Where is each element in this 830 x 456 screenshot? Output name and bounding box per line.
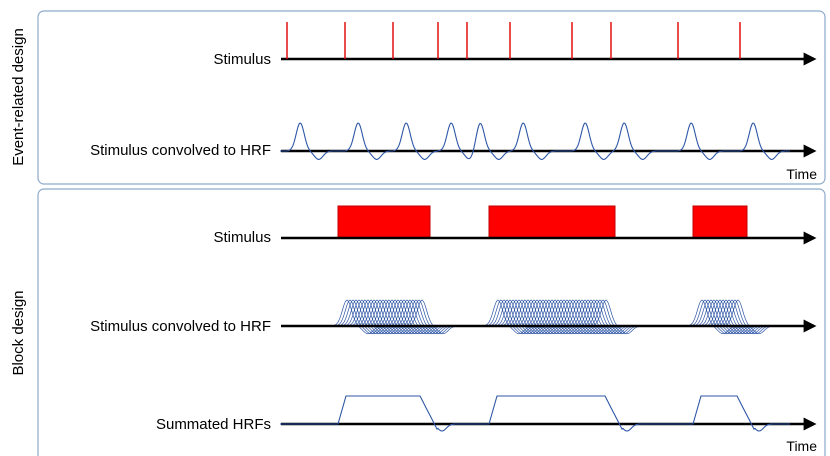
convolved-hrf-trace (388, 299, 439, 335)
convolved-hrf-trace (722, 299, 773, 335)
convolved-hrf-trace (385, 299, 436, 335)
convolved-hrf-trace (331, 299, 382, 335)
convolved-hrf-trace (373, 299, 424, 335)
block-panel-frame (37, 188, 826, 456)
convolved-hrf-trace (719, 299, 770, 335)
convolved-hrf-trace (343, 299, 394, 335)
block-panel-label: Block design (10, 290, 27, 375)
convolved-hrf-trace (391, 299, 442, 335)
convolved-hrf-trace (575, 299, 626, 335)
event-panel-frame (37, 10, 826, 185)
event-stimulus-label: Stimulus (213, 51, 271, 68)
convolved-hrf-trace (536, 299, 587, 335)
convolved-hrf-trace (349, 299, 400, 335)
convolved-hrf-trace (542, 299, 593, 335)
convolved-hrf-trace (497, 299, 548, 335)
convolved-hrf-trace (515, 299, 566, 335)
convolved-hrf-trace (527, 299, 578, 335)
event-related-panel: Event-related design Stimulus Stimulus c… (10, 10, 826, 185)
convolved-hrf-trace (701, 299, 752, 335)
convolved-hrf-trace (340, 299, 391, 335)
convolved-hrf-trace (563, 299, 614, 335)
convolved-hrf-trace (503, 299, 554, 335)
convolved-hrf-trace (403, 299, 454, 335)
convolved-hrf-trace (334, 299, 385, 335)
block-convolved-label: Stimulus convolved to HRF (90, 318, 271, 335)
convolved-hrf-trace (554, 299, 605, 335)
stimulus-block (692, 205, 748, 239)
convolved-hrf-trace (560, 299, 611, 335)
event-hrf-curve (280, 122, 790, 160)
convolved-hrf-trace (524, 299, 575, 335)
convolved-hrf-trace (355, 299, 406, 335)
convolved-hrf-trace (361, 299, 412, 335)
convolved-hrf-trace (346, 299, 397, 335)
convolved-hrf-trace (406, 299, 457, 335)
convolved-hrf-trace (394, 299, 445, 335)
convolved-hrf-trace (587, 299, 638, 335)
convolved-hrf-trace (539, 299, 590, 335)
event-stimulus-spikes (286, 22, 741, 59)
convolved-hrf-trace (518, 299, 569, 335)
event-panel-label: Event-related design (10, 28, 27, 166)
convolved-hrf-trace (704, 299, 755, 335)
convolved-hrf-trace (506, 299, 557, 335)
convolved-hrf-trace (548, 299, 599, 335)
block-design-panel: Block design Stimulus Stimulus convolved… (10, 188, 826, 456)
event-convolved-label: Stimulus convolved to HRF (90, 142, 271, 159)
summated-hrf-curve (280, 395, 790, 432)
convolved-hrf-trace (698, 299, 749, 335)
convolved-hrf-trace (485, 299, 536, 335)
convolved-hrf-trace (569, 299, 620, 335)
convolved-hrf-trace (488, 299, 539, 335)
convolved-hrf-trace (707, 299, 758, 335)
convolved-hrf-trace (557, 299, 608, 335)
convolved-hrf-trace (509, 299, 560, 335)
block-stimulus-label: Stimulus (213, 229, 271, 246)
convolved-hrf-trace (370, 299, 421, 335)
convolved-hrf-trace (545, 299, 596, 335)
convolved-hrf-trace (566, 299, 617, 335)
convolved-hrf-trace (710, 299, 761, 335)
block-convolved-hrf-bundles (331, 299, 773, 335)
convolved-hrf-trace (337, 299, 388, 335)
block-time-label: Time (786, 438, 817, 454)
convolved-hrf-trace (551, 299, 602, 335)
convolved-hrf-trace (364, 299, 415, 335)
convolved-hrf-trace (358, 299, 409, 335)
convolved-hrf-trace (376, 299, 427, 335)
convolved-hrf-trace (400, 299, 451, 335)
convolved-hrf-trace (521, 299, 572, 335)
convolved-hrf-trace (716, 299, 767, 335)
convolved-hrf-trace (584, 299, 635, 335)
convolved-hrf-trace (530, 299, 581, 335)
convolved-hrf-trace (581, 299, 632, 335)
convolved-hrf-trace (500, 299, 551, 335)
convolved-hrf-trace (689, 299, 740, 335)
convolved-hrf-trace (397, 299, 448, 335)
convolved-hrf-trace (533, 299, 584, 335)
convolved-hrf-trace (482, 299, 533, 335)
block-summated-label: Summated HRFs (156, 416, 271, 433)
convolved-hrf-trace (713, 299, 764, 335)
convolved-hrf-trace (379, 299, 430, 335)
convolved-hrf-trace (494, 299, 545, 335)
convolved-hrf-trace (686, 299, 737, 335)
convolved-hrf-trace (692, 299, 743, 335)
convolved-hrf-trace (695, 299, 746, 335)
convolved-hrf-trace (367, 299, 418, 335)
convolved-hrf-trace (590, 299, 641, 335)
convolved-hrf-trace (352, 299, 403, 335)
stimulus-block (337, 205, 431, 239)
convolved-hrf-trace (572, 299, 623, 335)
convolved-hrf-trace (382, 299, 433, 335)
stimulus-block (488, 205, 616, 239)
convolved-hrf-trace (491, 299, 542, 335)
convolved-hrf-trace (512, 299, 563, 335)
convolved-hrf-trace (578, 299, 629, 335)
event-time-label: Time (786, 166, 817, 182)
